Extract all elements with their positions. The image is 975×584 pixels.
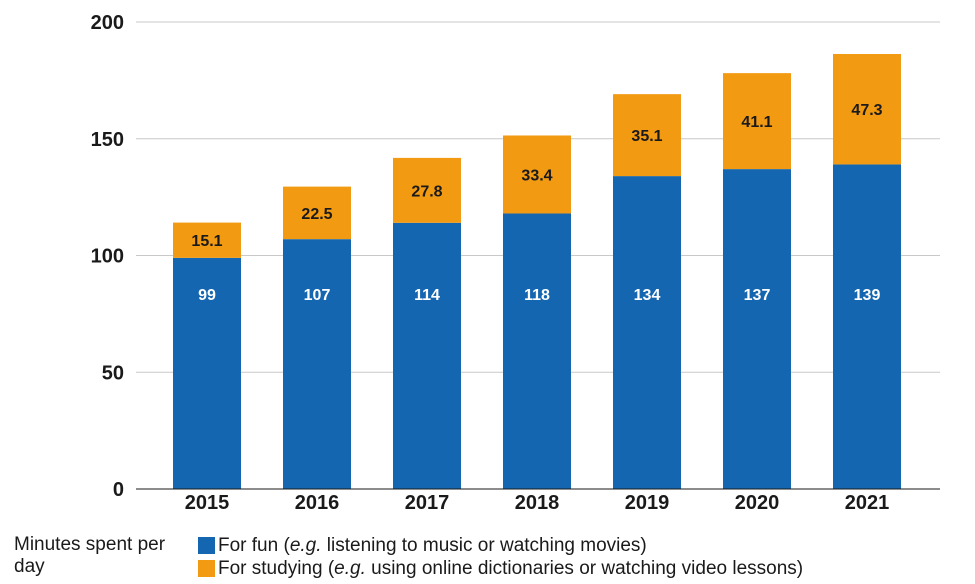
value-label-study-2019: 35.1 — [631, 128, 662, 145]
value-label-fun-2017: 114 — [414, 287, 440, 304]
bar-study-2020 — [723, 73, 791, 170]
value-label-study-2018: 33.4 — [521, 167, 552, 184]
legend: Minutes spent per day For fun (e.g. list… — [0, 526, 975, 584]
x-tick-label-2021: 2021 — [845, 492, 890, 514]
x-tick-label-2019: 2019 — [625, 492, 670, 514]
value-label-study-2021: 47.3 — [851, 102, 882, 119]
bar-study-2016 — [283, 186, 351, 240]
y-tick-label-50: 50 — [102, 362, 124, 384]
legend-label-study: For studying (e.g. using online dictiona… — [218, 557, 804, 579]
value-label-fun-2021: 139 — [854, 287, 881, 304]
legend-item-study: For studying (e.g. using online dictiona… — [198, 557, 803, 580]
value-label-fun-2015: 99 — [198, 287, 216, 304]
bar-fun-2015 — [173, 257, 241, 489]
bar-study-2019 — [613, 94, 681, 177]
legend-swatch-fun — [198, 537, 215, 554]
x-tick-label-2017: 2017 — [405, 492, 450, 514]
value-label-fun-2016: 107 — [304, 287, 331, 304]
value-label-fun-2020: 137 — [744, 287, 771, 304]
bar-fun-2021 — [833, 164, 901, 489]
value-label-study-2020: 41.1 — [741, 114, 772, 131]
x-tick-label-2015: 2015 — [185, 492, 230, 514]
y-tick-label-200: 200 — [91, 12, 124, 34]
bar-study-2021 — [833, 53, 901, 165]
x-tick-label-2016: 2016 — [295, 492, 340, 514]
y-tick-label-150: 150 — [91, 129, 124, 151]
legend-swatch-study — [198, 560, 215, 577]
legend-title: Minutes spent per day — [14, 534, 166, 577]
bar-study-2018 — [503, 135, 571, 214]
y-tick-label-0: 0 — [113, 479, 124, 501]
y-tick-label-100: 100 — [91, 246, 124, 268]
value-label-study-2016: 22.5 — [301, 206, 332, 223]
value-label-fun-2019: 134 — [634, 287, 661, 304]
stacked-bar-chart: 0 50 100 150 200 99 15.1 2015 107 22.5 2016 114 27.8… — [91, 12, 940, 514]
bar-fun-2017 — [393, 222, 461, 489]
bar-fun-2016 — [283, 239, 351, 489]
bar-study-2017 — [393, 157, 461, 223]
bar-fun-2019 — [613, 176, 681, 490]
bar-fun-2020 — [723, 169, 791, 490]
x-tick-label-2018: 2018 — [515, 492, 560, 514]
legend-item-fun: For fun (e.g. listening to music or watc… — [198, 534, 803, 557]
legend-items: For fun (e.g. listening to music or watc… — [198, 534, 803, 580]
value-label-fun-2018: 118 — [524, 287, 550, 304]
bar-study-2015 — [173, 222, 241, 258]
value-label-study-2017: 27.8 — [411, 183, 442, 200]
x-tick-label-2020: 2020 — [735, 492, 780, 514]
value-label-study-2015: 15.1 — [191, 233, 222, 250]
bar-fun-2018 — [503, 213, 571, 489]
legend-label-fun: For fun (e.g. listening to music or watc… — [218, 534, 647, 556]
